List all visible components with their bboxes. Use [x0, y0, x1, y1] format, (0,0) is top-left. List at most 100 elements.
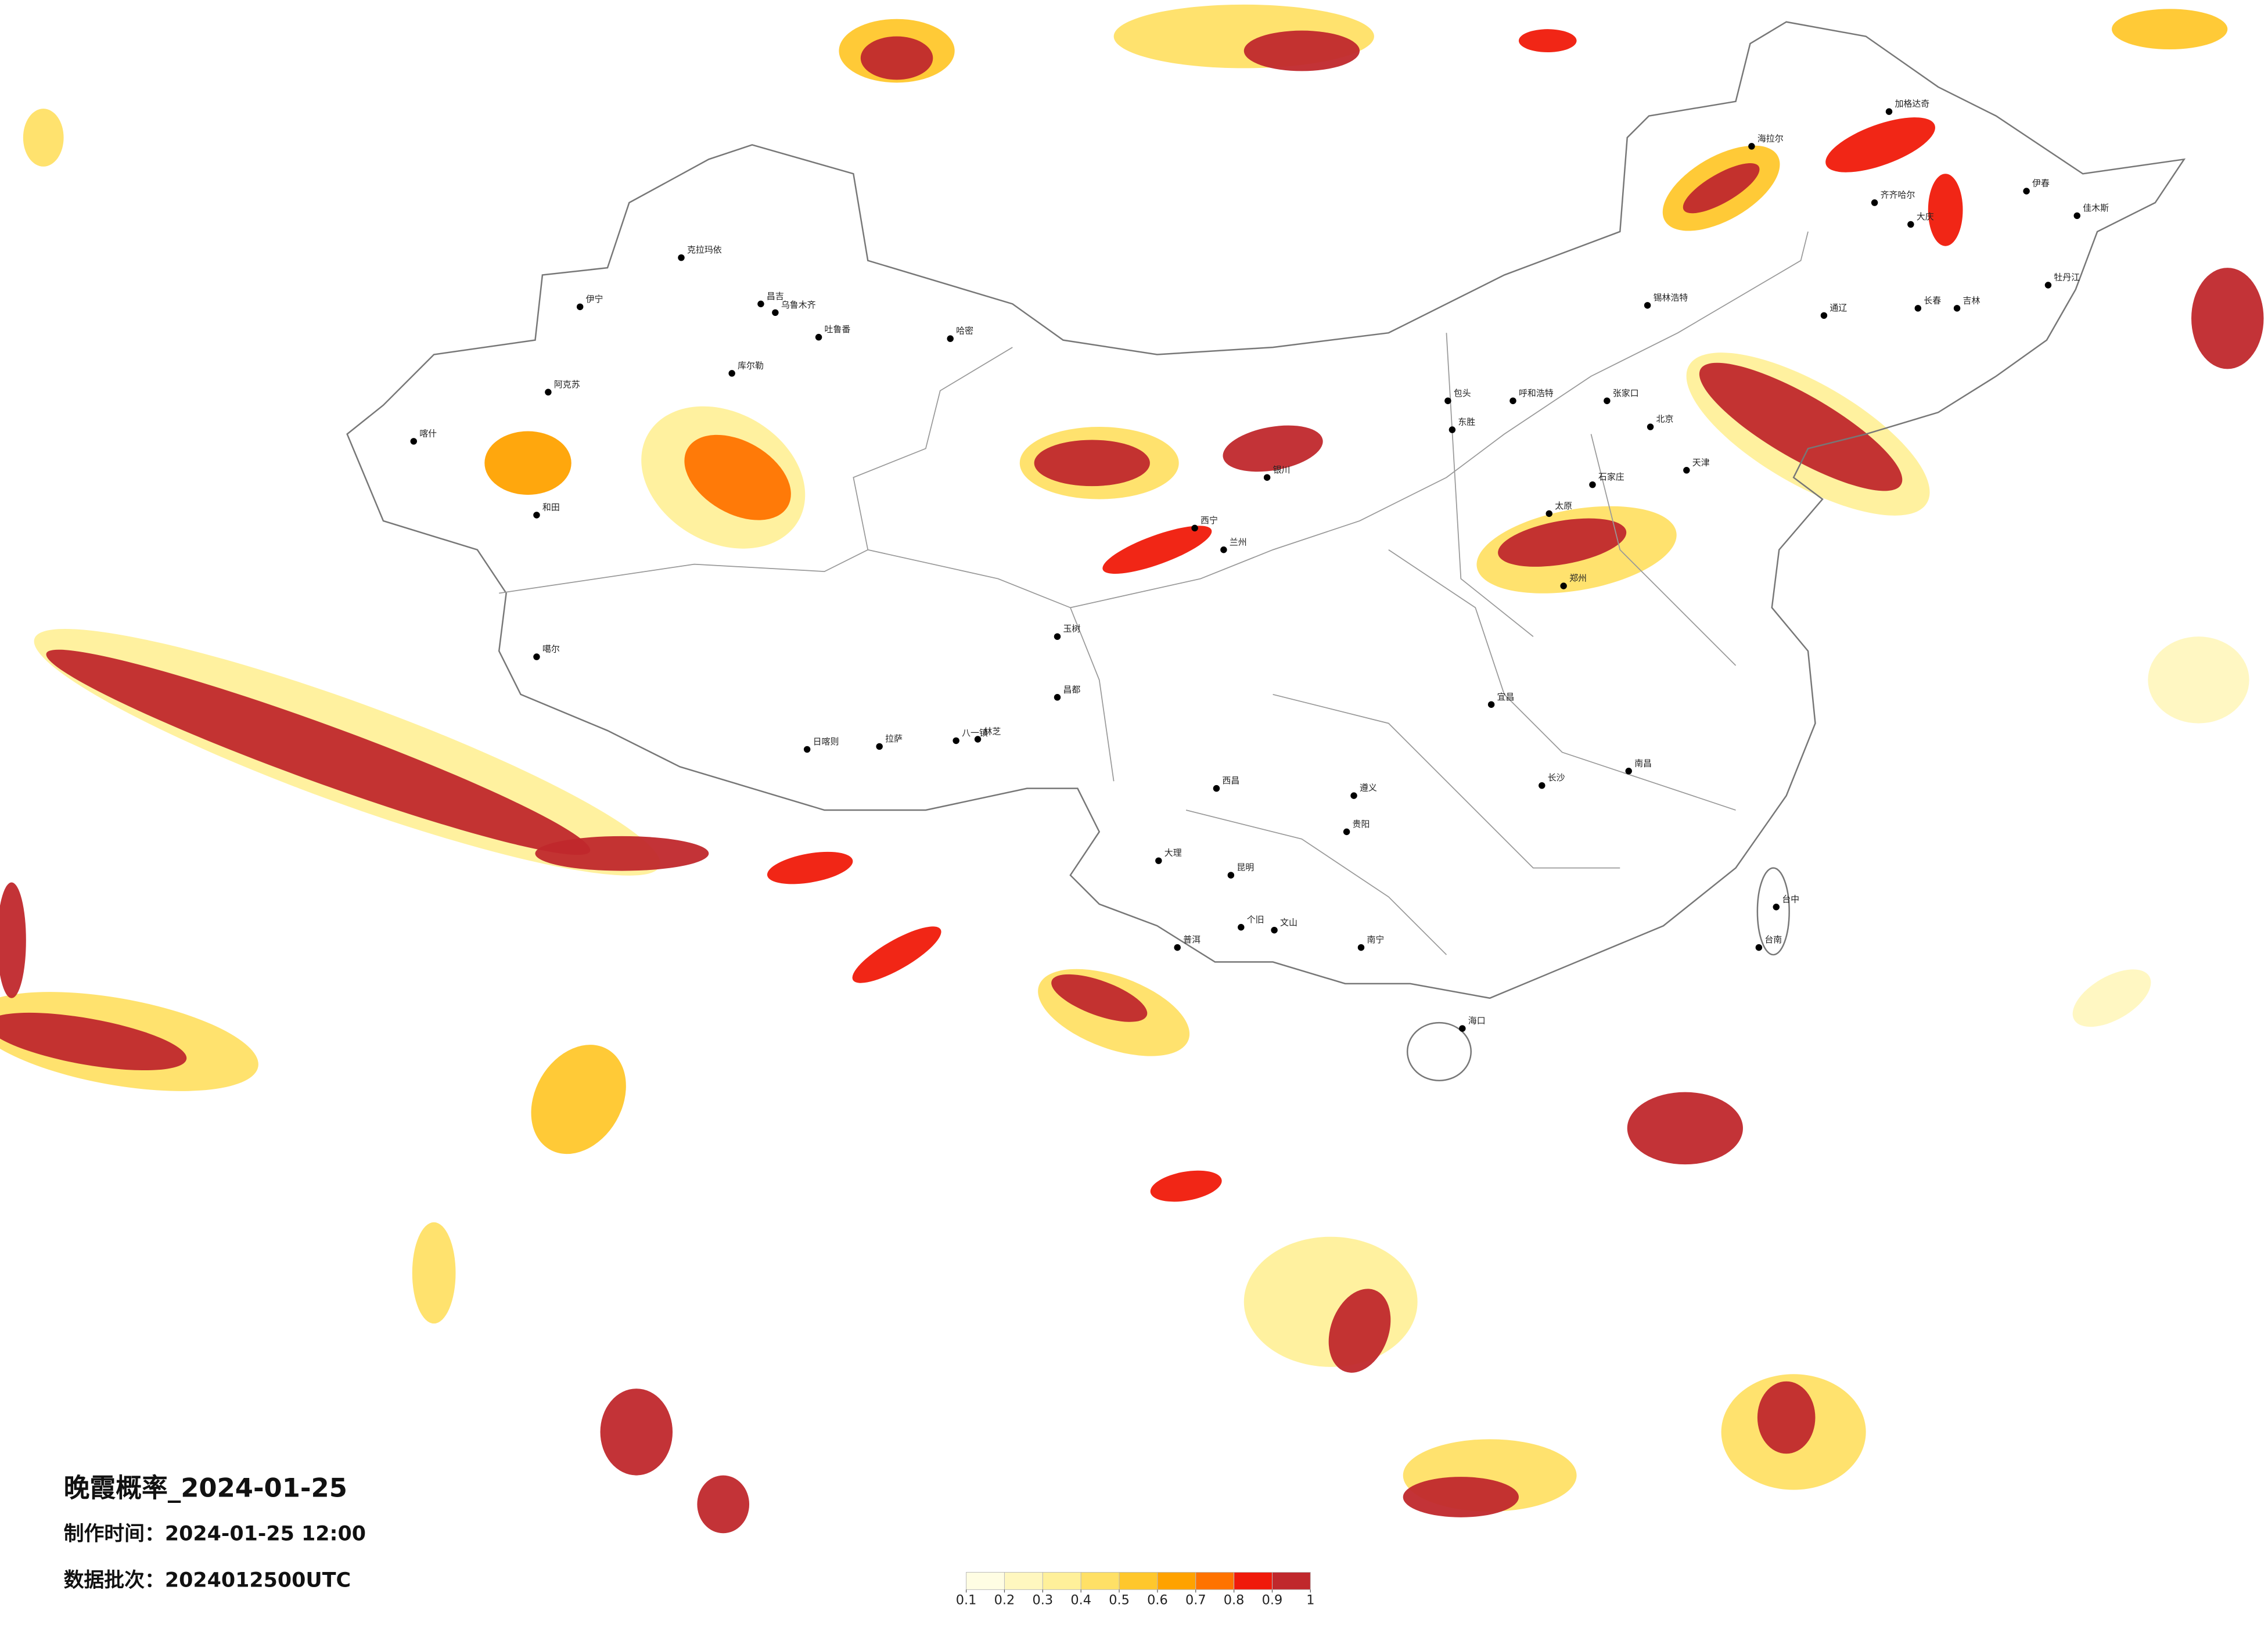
colorbar: 0.1 0.2 0.3 0.4 0.5 0.6 0.7 0.8 0.9 1: [956, 1571, 1314, 1607]
colorbar-tick-label: 0.3: [1033, 1592, 1054, 1607]
probability-area: [1328, 1289, 1391, 1373]
city-dot: [1054, 694, 1061, 701]
city-label: 齐齐哈尔: [1881, 190, 1915, 200]
colorbar-tick-label: 0.4: [1070, 1592, 1091, 1607]
city-label: 八一镇: [962, 728, 988, 738]
probability-area: [1403, 1477, 1519, 1517]
colorbar-swatch: [1157, 1571, 1196, 1590]
city-dot: [1054, 633, 1061, 640]
probability-area: [535, 836, 709, 871]
city-dot: [1191, 524, 1198, 532]
city-dot: [1589, 481, 1596, 488]
colorbar-swatch: [1004, 1571, 1043, 1590]
city-label: 伊春: [2032, 178, 2050, 189]
city-dot: [1220, 546, 1227, 553]
colorbar-tick-label: 0.6: [1147, 1592, 1168, 1607]
city-dot: [1487, 701, 1495, 708]
colorbar-tick-label: 0.8: [1224, 1592, 1245, 1607]
city-dot: [1820, 312, 1828, 319]
colorbar-swatch: [966, 1571, 1005, 1590]
city-dot: [1448, 426, 1456, 433]
city-dot: [1647, 423, 1654, 430]
probability-area: [2191, 268, 2264, 369]
probability-area: [1102, 526, 1212, 574]
city-dot: [757, 300, 764, 308]
probability-area: [1223, 425, 1323, 472]
city-label: 包头: [1454, 388, 1471, 398]
probability-area: [600, 1388, 673, 1476]
probability-area: [1683, 163, 1760, 214]
city-label: 拉萨: [885, 733, 903, 744]
city-label: 昆明: [1237, 862, 1254, 873]
city-dot: [803, 746, 811, 753]
city-dot: [772, 309, 779, 316]
city-label: 大庆: [1917, 211, 1934, 222]
city-label: 个旧: [1247, 914, 1264, 924]
city-dot: [1174, 944, 1181, 951]
city-label: 郑州: [1569, 573, 1587, 584]
city-label: 台中: [1782, 894, 1799, 904]
colorbar-tick-label: 0.7: [1185, 1592, 1206, 1607]
city-dot: [410, 438, 417, 445]
city-dot: [1871, 199, 1878, 206]
probability-area: [484, 431, 572, 495]
city-label: 伊宁: [586, 294, 603, 304]
colorbar-swatch: [1080, 1571, 1120, 1590]
probability-area: [1034, 440, 1150, 487]
probability-area: [860, 36, 933, 80]
city-label: 遵义: [1360, 783, 1377, 793]
city-dot: [876, 743, 883, 750]
map-title: 晚霞概率_2024-01-25: [64, 1473, 347, 1503]
city-label: 海口: [1468, 1016, 1486, 1026]
city-dot: [1683, 467, 1690, 474]
colorbar-tick-label: 0.2: [994, 1592, 1015, 1607]
city-label: 阿克苏: [554, 379, 580, 390]
city-dot: [2044, 282, 2052, 289]
probability-area: [1150, 1170, 1222, 1202]
city-dot: [1644, 302, 1651, 309]
city-dot: [1907, 221, 1914, 228]
probability-area: [1825, 117, 1935, 172]
city-label: 台南: [1764, 934, 1782, 945]
city-label: 长沙: [1548, 772, 1565, 783]
city-label: 北京: [1656, 414, 1674, 425]
city-label: 玉树: [1063, 624, 1080, 634]
city-dot: [953, 737, 959, 744]
probability-area: [1928, 174, 1963, 246]
city-label: 大理: [1164, 848, 1182, 858]
probability-area: [531, 1045, 626, 1154]
city-label: 石家庄: [1598, 472, 1624, 482]
city-label: 日喀则: [813, 736, 839, 747]
city-dot: [947, 335, 954, 342]
city-dot: [545, 388, 552, 396]
city-label: 普洱: [1183, 934, 1201, 945]
city-label: 海拉尔: [1757, 133, 1784, 143]
city-label: 噶尔: [542, 644, 560, 654]
colorbar-swatch: [1042, 1571, 1081, 1590]
probability-area: [0, 882, 26, 998]
probability-area: [1243, 30, 1360, 71]
city-dot: [1755, 944, 1763, 951]
colorbar-swatch: [1119, 1571, 1158, 1590]
colorbar-tick-label: 1: [1306, 1592, 1314, 1607]
probability-area: [684, 434, 791, 520]
probability-area: [767, 851, 853, 884]
city-label: 吉林: [1963, 295, 1981, 305]
colorbar-tick-label: 0.1: [956, 1592, 977, 1607]
city-label: 昌都: [1063, 684, 1080, 695]
data-batch: 数据批次：2024012500UTC: [64, 1569, 351, 1592]
probability-area: [2072, 969, 2151, 1027]
city-dot: [1545, 510, 1552, 517]
city-dot: [1238, 924, 1245, 931]
city-label: 长春: [1924, 295, 1941, 305]
city-dot: [1227, 872, 1235, 879]
hainan-outline: [1406, 1021, 1472, 1081]
city-label: 太原: [1555, 501, 1572, 511]
city-dot: [1444, 397, 1451, 404]
city-label: 哈密: [956, 326, 973, 336]
city-dot: [533, 653, 540, 660]
